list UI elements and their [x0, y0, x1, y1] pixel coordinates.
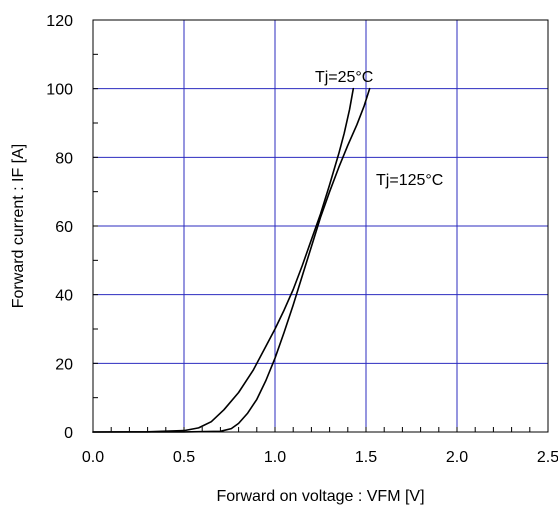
annotation-2: Tj=125°C [376, 172, 443, 189]
series-layer [92, 87, 371, 433]
labels-layer: 0.0 0.5 1.0 1.5 2.0 2.5 0 20 40 60 80 100 120 Tj=25°C… [46, 13, 558, 466]
series-line-2 [92, 87, 371, 433]
x-tick-label-5: 2.5 [537, 449, 558, 466]
y-tick-label-1: 20 [55, 356, 73, 373]
y-tick-label-6: 120 [46, 13, 73, 30]
x-axis-title: Forward on voltage : VFM [V] [216, 488, 424, 505]
y-tick-label-4: 80 [55, 150, 73, 167]
annotation-1: Tj=25°C [315, 69, 373, 86]
x-tick-label-1: 0.5 [173, 449, 195, 466]
ticks-layer [93, 53, 531, 432]
y-tick-label-3: 60 [55, 219, 73, 236]
y-tick-label-2: 40 [55, 288, 73, 305]
grid-layer [93, 20, 548, 432]
y-tick-label-5: 100 [46, 82, 73, 99]
x-tick-label-2: 1.0 [264, 449, 286, 466]
x-tick-label-4: 2.0 [446, 449, 468, 466]
x-tick-label-3: 1.5 [355, 449, 377, 466]
y-axis-title: Forward current : IF [A] [10, 144, 27, 308]
y-tick-label-0: 0 [64, 425, 73, 442]
x-tick-label-0: 0.0 [82, 449, 104, 466]
series-line-1 [92, 87, 355, 433]
